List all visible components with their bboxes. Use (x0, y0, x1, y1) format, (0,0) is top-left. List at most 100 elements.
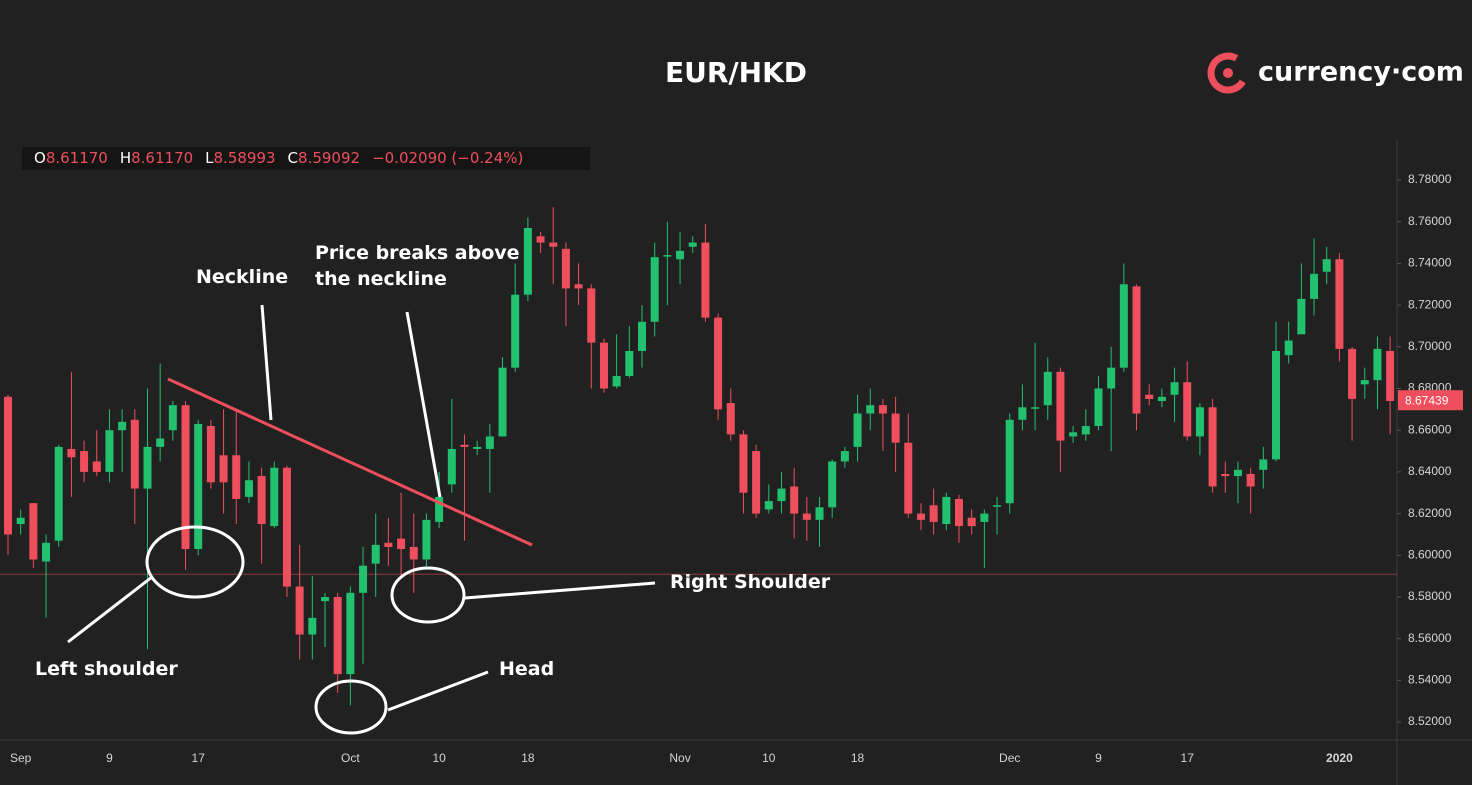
label: O (34, 149, 46, 167)
candle-body (4, 396, 12, 535)
label: H (119, 149, 132, 167)
y-tick-label: 8.62000 (1408, 506, 1452, 520)
candle-body (1018, 407, 1027, 420)
annotation: the neckline (315, 268, 447, 290)
pointer (67, 575, 153, 644)
candle-body (511, 294, 520, 368)
candle-body (333, 596, 342, 675)
candle-body (1132, 286, 1141, 414)
y-tick-label: 8.60000 (1408, 547, 1452, 561)
y-tick-label: 8.56000 (1408, 631, 1452, 645)
annotation: Price breaks above (315, 242, 520, 264)
candle-body (561, 248, 570, 289)
value: 8.58993 (213, 149, 276, 167)
candle-body (1119, 284, 1128, 368)
candle-body (828, 461, 837, 508)
candle-body (1145, 394, 1154, 399)
candle-body (878, 405, 887, 414)
candle-body (397, 538, 406, 550)
candle-body (638, 321, 646, 351)
candle-body (612, 375, 621, 387)
candle-body (1297, 298, 1306, 335)
candle-body (384, 542, 393, 547)
logo-text: currency·com (1258, 57, 1464, 88)
candle-body (714, 317, 723, 410)
y-tick-label: 8.72000 (1408, 297, 1452, 311)
candle-body (1005, 419, 1014, 504)
candle-body (523, 227, 532, 295)
y-tick-label: 8.64000 (1408, 464, 1452, 478)
chart-title: EUR/HKD (665, 56, 807, 89)
candle-body (1360, 380, 1369, 385)
candle-body (194, 423, 203, 550)
candle-body (257, 476, 266, 525)
candle-body (625, 350, 634, 376)
candle-body (1056, 371, 1065, 441)
candle-body (967, 517, 976, 527)
candle-body (777, 488, 786, 502)
candle-body (371, 544, 380, 564)
candle-body (1259, 459, 1268, 470)
annotations: Neckline Price breaks above the neckline… (35, 242, 831, 735)
circle (314, 679, 388, 735)
annotation: Neckline (196, 266, 288, 288)
x-tick-label: 18 (521, 751, 535, 765)
x-tick-label: Nov (669, 751, 690, 765)
candle-body (929, 505, 938, 522)
x-tick-label: Dec (999, 751, 1020, 765)
candle-body (244, 480, 253, 497)
candle-body (1284, 340, 1293, 356)
candle-body (54, 446, 63, 541)
x-tick-label: 10 (762, 751, 776, 765)
candle-body (409, 546, 418, 560)
candle-body (295, 586, 304, 635)
y-tick-label: 8.58000 (1408, 589, 1452, 603)
candle-body (282, 467, 291, 587)
candle-body (422, 519, 431, 560)
annotation: Head (499, 658, 554, 680)
candle-body (1348, 348, 1357, 399)
candle-body (536, 236, 545, 243)
y-tick-label: 8.78000 (1408, 172, 1452, 186)
x-tick-label: Sep (10, 751, 32, 765)
candle-body (359, 565, 368, 593)
candle-body (232, 455, 241, 499)
candle-body (549, 242, 558, 247)
x-tick-label: 2020 (1326, 751, 1353, 765)
candle-body (726, 403, 735, 435)
y-tick-label: 8.54000 (1408, 673, 1452, 687)
candle-body (916, 513, 925, 520)
candle-body (676, 250, 685, 260)
x-tick-label: 18 (851, 751, 865, 765)
candle-body (168, 405, 177, 431)
candle-body (460, 444, 469, 447)
candle-body (435, 496, 444, 522)
pointer (387, 670, 489, 712)
candle-body (955, 498, 963, 527)
candle-body (1373, 348, 1382, 381)
change: −0.02090 (−0.24%) (372, 149, 524, 167)
candle-body (1246, 473, 1255, 487)
candle-body (219, 455, 228, 483)
candle-body (1069, 432, 1078, 437)
candle-body (92, 461, 101, 472)
candle-body (1195, 407, 1204, 437)
value: 8.61170 (131, 149, 194, 167)
candle-body (790, 486, 799, 514)
pointer (405, 311, 442, 498)
y-tick-label: 8.74000 (1408, 256, 1452, 270)
candle-body (118, 421, 127, 431)
x-tick-label: 10 (432, 751, 446, 765)
candle-body (1310, 273, 1319, 299)
candle-body (853, 413, 862, 447)
candle-body (143, 446, 152, 489)
candle-body (891, 413, 900, 443)
candle-body (1233, 469, 1242, 477)
x-tick-label: 17 (192, 751, 206, 765)
candle-body (1221, 473, 1230, 477)
candle-body (105, 430, 114, 472)
candle-body (1094, 388, 1103, 427)
candle-body (181, 405, 190, 550)
candle-body (1335, 259, 1344, 349)
